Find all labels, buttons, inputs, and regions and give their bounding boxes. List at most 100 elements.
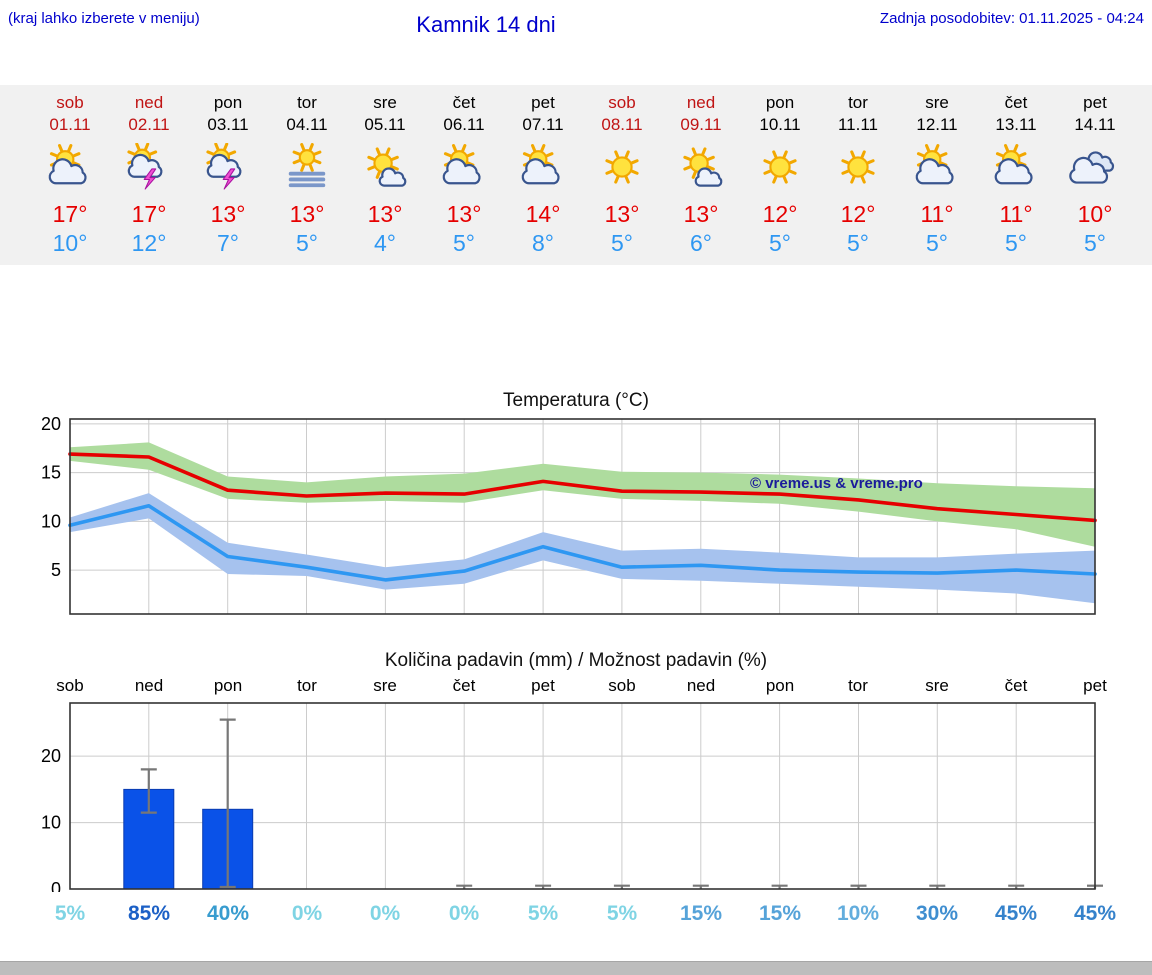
max-temp-band	[70, 442, 1095, 547]
day-low-temp: 8°	[532, 230, 554, 256]
day-column-01.11[interactable]: sob 01.11 17° 10°	[30, 85, 110, 256]
day-high-temp: 13°	[367, 201, 403, 227]
precip-probability: 40%	[206, 902, 250, 925]
precip-day-label: tor	[297, 676, 317, 695]
day-date: 10.11	[759, 115, 801, 134]
day-date: 13.11	[995, 115, 1037, 134]
day-column-09.11[interactable]: ned 09.11 13° 6°	[661, 85, 741, 256]
chart-watermark: © vreme.us & vreme.pro	[750, 475, 923, 492]
day-high-temp: 13°	[683, 201, 719, 227]
day-name: ned	[134, 93, 164, 112]
precip-probability: 0%	[291, 902, 323, 925]
fog-icon	[267, 138, 347, 196]
day-low-temp: 5°	[1084, 230, 1106, 256]
day-low-temp: 5°	[1005, 230, 1027, 256]
precip-day-label: sob	[608, 676, 636, 695]
svg-text:20: 20	[41, 414, 61, 434]
day-date: 03.11	[207, 115, 249, 134]
precip-day-label: sre	[373, 676, 397, 695]
day-high-temp: 11°	[920, 201, 954, 227]
day-column-12.11[interactable]: sre 12.11 11° 5°	[897, 85, 977, 256]
day-low-temp: 5°	[611, 230, 633, 256]
day-low-temp: 5°	[847, 230, 869, 256]
day-name: sob	[608, 93, 636, 112]
precip-day-label: ned	[134, 676, 164, 695]
svg-text:10: 10	[41, 813, 61, 833]
day-date: 07.11	[522, 115, 564, 134]
page-header: (kraj lahko izberete v meniju) Kamnik 14…	[0, 0, 1152, 50]
day-high-temp: 13°	[446, 201, 482, 227]
day-column-11.11[interactable]: tor 11.11 12° 5°	[818, 85, 898, 256]
partly-cloudy-icon	[503, 138, 583, 196]
precipitation-chart: 0 10 20	[41, 702, 1103, 892]
forecast-strip: sob 01.11 17° 10° ned 02.11 17° 12° pon 03.11 13° 7…	[0, 85, 1152, 265]
day-column-13.11[interactable]: čet 13.11 11° 5°	[976, 85, 1056, 256]
precipitation-chart-title: Količina padavin (mm) / Možnost padavin …	[384, 650, 768, 671]
precip-day-label: tor	[848, 676, 868, 695]
day-column-10.11[interactable]: pon 10.11 12° 5°	[740, 85, 820, 256]
day-name: čet	[452, 93, 476, 112]
precip-day-label: pet	[531, 676, 555, 695]
day-column-03.11[interactable]: pon 03.11 13° 7°	[188, 85, 268, 256]
day-high-temp: 14°	[525, 201, 561, 227]
partly-cloudy-icon	[424, 138, 504, 196]
day-column-07.11[interactable]: pet 07.11 14° 8°	[503, 85, 583, 256]
precip-day-label: ned	[686, 676, 716, 695]
precip-probability: 10%	[836, 902, 880, 925]
precip-day-label: čet	[1004, 676, 1028, 695]
svg-text:0: 0	[51, 879, 61, 892]
precip-day-label: pon	[765, 676, 795, 695]
day-low-temp: 5°	[296, 230, 318, 256]
precip-day-labels: sob ned pon tor sre čet pet sob ned pon tor sre čet p…	[0, 676, 1152, 700]
day-high-temp: 12°	[840, 201, 876, 227]
precip-day-label: pet	[1083, 676, 1107, 695]
day-high-temp: 12°	[762, 201, 798, 227]
day-column-14.11[interactable]: pet 14.11 10° 5°	[1055, 85, 1135, 256]
day-column-04.11[interactable]: tor 04.11 13° 5°	[267, 85, 347, 256]
location-menu-hint: (kraj lahko izberete v meniju)	[8, 10, 200, 27]
svg-text:20: 20	[41, 746, 61, 766]
day-low-temp: 7°	[217, 230, 239, 256]
day-high-temp: 13°	[604, 201, 640, 227]
day-name: tor	[848, 93, 868, 112]
horizontal-scrollbar[interactable]	[0, 961, 1152, 975]
day-high-temp: 17°	[131, 201, 167, 227]
day-date: 11.11	[837, 115, 879, 134]
day-date: 01.11	[49, 115, 91, 134]
min-temp-line	[68, 504, 1097, 582]
day-column-06.11[interactable]: čet 06.11 13° 5°	[424, 85, 504, 256]
svg-text:15: 15	[41, 463, 61, 483]
day-name: sob	[56, 93, 84, 112]
page-title: Kamnik 14 dni	[416, 12, 556, 37]
mostly-sunny-icon	[661, 138, 741, 196]
partly-cloudy-icon	[897, 138, 977, 196]
precip-probability: 45%	[994, 902, 1038, 925]
day-high-temp: 11°	[999, 201, 1033, 227]
day-name: ned	[686, 93, 716, 112]
precip-day-label: čet	[452, 676, 476, 695]
day-low-temp: 5°	[453, 230, 475, 256]
cloudy-icon	[1055, 138, 1135, 196]
precip-day-label: sre	[925, 676, 949, 695]
day-high-temp: 10°	[1077, 201, 1113, 227]
precip-day-label: sob	[56, 676, 84, 695]
precip-probability: 45%	[1073, 902, 1117, 925]
day-high-temp: 13°	[210, 201, 246, 227]
day-date: 04.11	[286, 115, 328, 134]
day-date: 02.11	[128, 115, 170, 134]
day-date: 06.11	[443, 115, 485, 134]
min-temp-band	[70, 493, 1095, 604]
day-column-05.11[interactable]: sre 05.11 13° 4°	[345, 85, 425, 256]
day-high-temp: 17°	[52, 201, 88, 227]
day-column-08.11[interactable]: sob 08.11 13° 5°	[582, 85, 662, 256]
sunny-icon	[740, 138, 820, 196]
thunderstorm-icon	[188, 138, 268, 196]
precip-probability: 5%	[527, 902, 559, 925]
day-name: pon	[213, 93, 243, 112]
sunny-icon	[818, 138, 898, 196]
precip-probability: 15%	[758, 902, 802, 925]
day-column-02.11[interactable]: ned 02.11 17° 12°	[109, 85, 189, 256]
sunny-icon	[582, 138, 662, 196]
partly-cloudy-icon	[976, 138, 1056, 196]
day-date: 05.11	[364, 115, 406, 134]
